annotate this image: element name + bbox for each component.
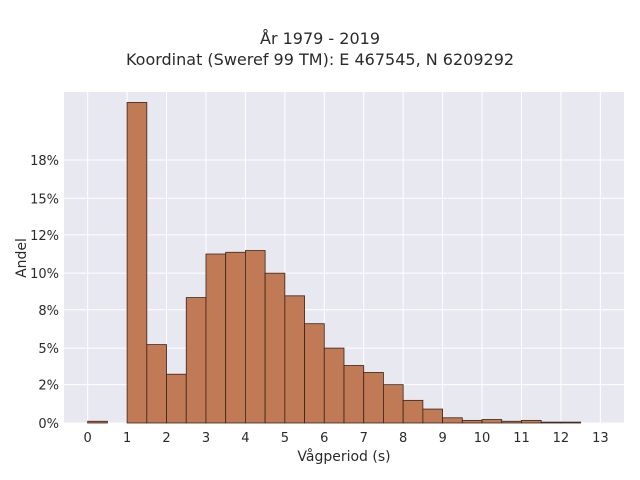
x-tick-label: 7 xyxy=(360,431,368,446)
histogram-bar xyxy=(560,421,582,424)
x-tick-label: 10 xyxy=(474,431,491,446)
histogram-bar xyxy=(284,295,305,424)
x-tick-label: 9 xyxy=(438,431,446,446)
histogram-bar xyxy=(323,347,345,424)
x-tick-label: 2 xyxy=(162,431,170,446)
y-tick-labels: 0% 2% 5% 8% 10% 12% 15% 18% xyxy=(30,154,59,432)
x-tick-label: 12 xyxy=(553,431,570,446)
histogram-bar xyxy=(225,251,246,424)
x-axis-label: Vågperiod (s) xyxy=(297,448,390,465)
histogram-bar xyxy=(205,253,227,424)
chart-subtitle: Koordinat (Sweref 99 TM): E 467545, N 62… xyxy=(125,50,515,69)
histogram-bar xyxy=(87,420,108,424)
x-tick-label: 1 xyxy=(123,431,131,446)
histogram-bar xyxy=(304,323,325,424)
x-tick-label: 3 xyxy=(202,431,210,446)
y-tick-label: 5% xyxy=(38,342,59,357)
y-tick-label: 12% xyxy=(30,229,59,244)
histogram-bar xyxy=(402,399,424,424)
x-tick-label: 0 xyxy=(84,431,92,446)
histogram-bar xyxy=(481,419,503,424)
x-tick-label: 13 xyxy=(592,431,609,446)
bars-layer xyxy=(87,102,582,424)
x-tick-label: 8 xyxy=(399,431,407,446)
y-tick-label: 15% xyxy=(30,192,59,207)
histogram-bar xyxy=(422,408,443,424)
histogram-bar xyxy=(245,250,266,424)
y-tick-label: 10% xyxy=(30,267,59,282)
y-tick-label: 2% xyxy=(38,379,59,394)
chart-title: År 1979 - 2019 xyxy=(260,29,380,48)
histogram-bar xyxy=(166,373,187,424)
histogram-bar xyxy=(521,419,542,424)
y-tick-label: 0% xyxy=(38,417,59,432)
y-axis-label: Andel xyxy=(14,238,30,278)
histogram-bar xyxy=(383,384,404,424)
histogram-bar xyxy=(501,420,522,424)
histogram-bar xyxy=(126,102,148,424)
histogram-bar xyxy=(264,272,286,424)
x-tick-labels: 0 1 2 3 4 5 6 7 8 9 10 11 12 13 xyxy=(84,431,609,446)
histogram-bar xyxy=(185,297,207,424)
histogram-bar xyxy=(540,421,562,424)
x-tick-label: 5 xyxy=(281,431,289,446)
x-tick-label: 4 xyxy=(241,431,249,446)
histogram-bar xyxy=(343,365,365,424)
x-tick-label: 6 xyxy=(320,431,328,446)
histogram-bar xyxy=(146,344,167,424)
histogram-bar xyxy=(363,372,384,424)
y-tick-label: 8% xyxy=(38,304,59,319)
y-tick-label: 18% xyxy=(30,154,59,169)
x-tick-label: 11 xyxy=(513,431,530,446)
histogram-bar xyxy=(461,419,483,424)
histogram-bar xyxy=(442,417,463,424)
